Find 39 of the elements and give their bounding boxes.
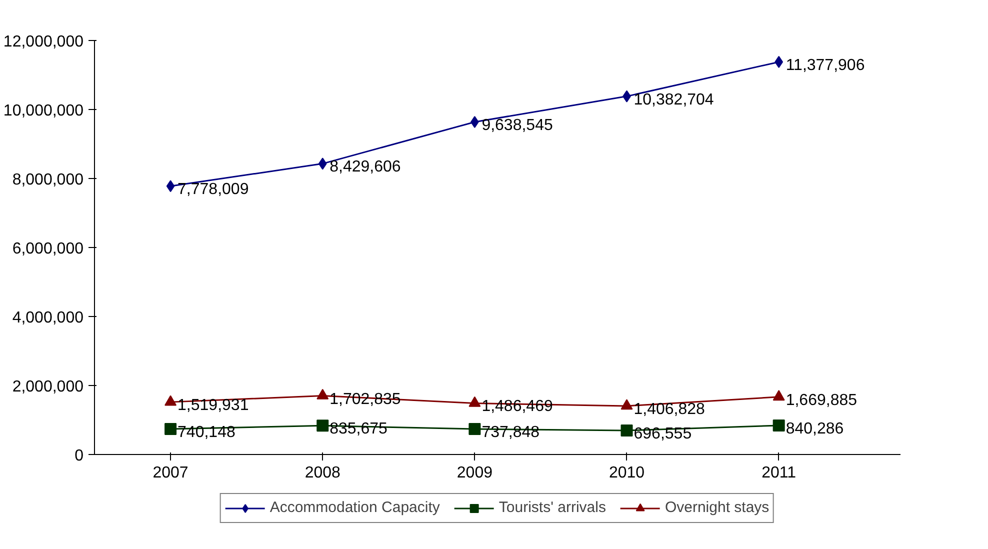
x-tick-label: 2011: [762, 464, 796, 482]
point: [772, 420, 785, 432]
x-tick-label: 2009: [456, 464, 493, 482]
data-label: 740,148: [178, 424, 236, 441]
point: [620, 424, 633, 436]
data-label: 7,778,009: [178, 181, 249, 198]
data-label: 11,377,906: [786, 56, 865, 74]
y-tick-label: 10,000,000: [3, 102, 84, 120]
point: [620, 399, 633, 410]
y-tick-label: 4,000,000: [12, 310, 84, 326]
point: [318, 158, 327, 170]
data-label: 840,286: [786, 420, 844, 438]
point: [772, 390, 785, 401]
point: [316, 420, 329, 432]
legend-label: Overnight stays: [664, 499, 770, 516]
point: [468, 423, 481, 436]
y-tick-label: 0: [74, 448, 84, 464]
point: [468, 396, 481, 407]
y-tick-label: 6,000,000: [12, 240, 84, 258]
data-label: 1,669,885: [786, 392, 858, 409]
y-tick-label: 2,000,000: [12, 378, 84, 396]
x-tick-label: 2010: [608, 464, 645, 482]
legend-label: Tourists' arrivals: [498, 499, 606, 516]
data-label: 1,519,931: [178, 397, 249, 414]
data-label: 9,638,545: [482, 116, 553, 134]
data-label: 696,555: [634, 425, 692, 442]
x-tick-label: 2008: [304, 464, 341, 482]
point: [164, 395, 177, 406]
data-label: 10,382,704: [634, 91, 714, 108]
legend-label: Accommodation Capacity: [270, 499, 440, 516]
y-tick-label: 8,000,000: [12, 172, 84, 188]
data-label: 1,406,828: [634, 400, 706, 418]
point: [316, 388, 329, 400]
y-tick-label: 12,000,000: [3, 34, 84, 50]
point: [774, 56, 784, 68]
point: [166, 180, 175, 192]
data-label: 8,429,606: [330, 158, 401, 176]
point: [164, 422, 177, 435]
x-tick-label: 2007: [152, 464, 188, 482]
